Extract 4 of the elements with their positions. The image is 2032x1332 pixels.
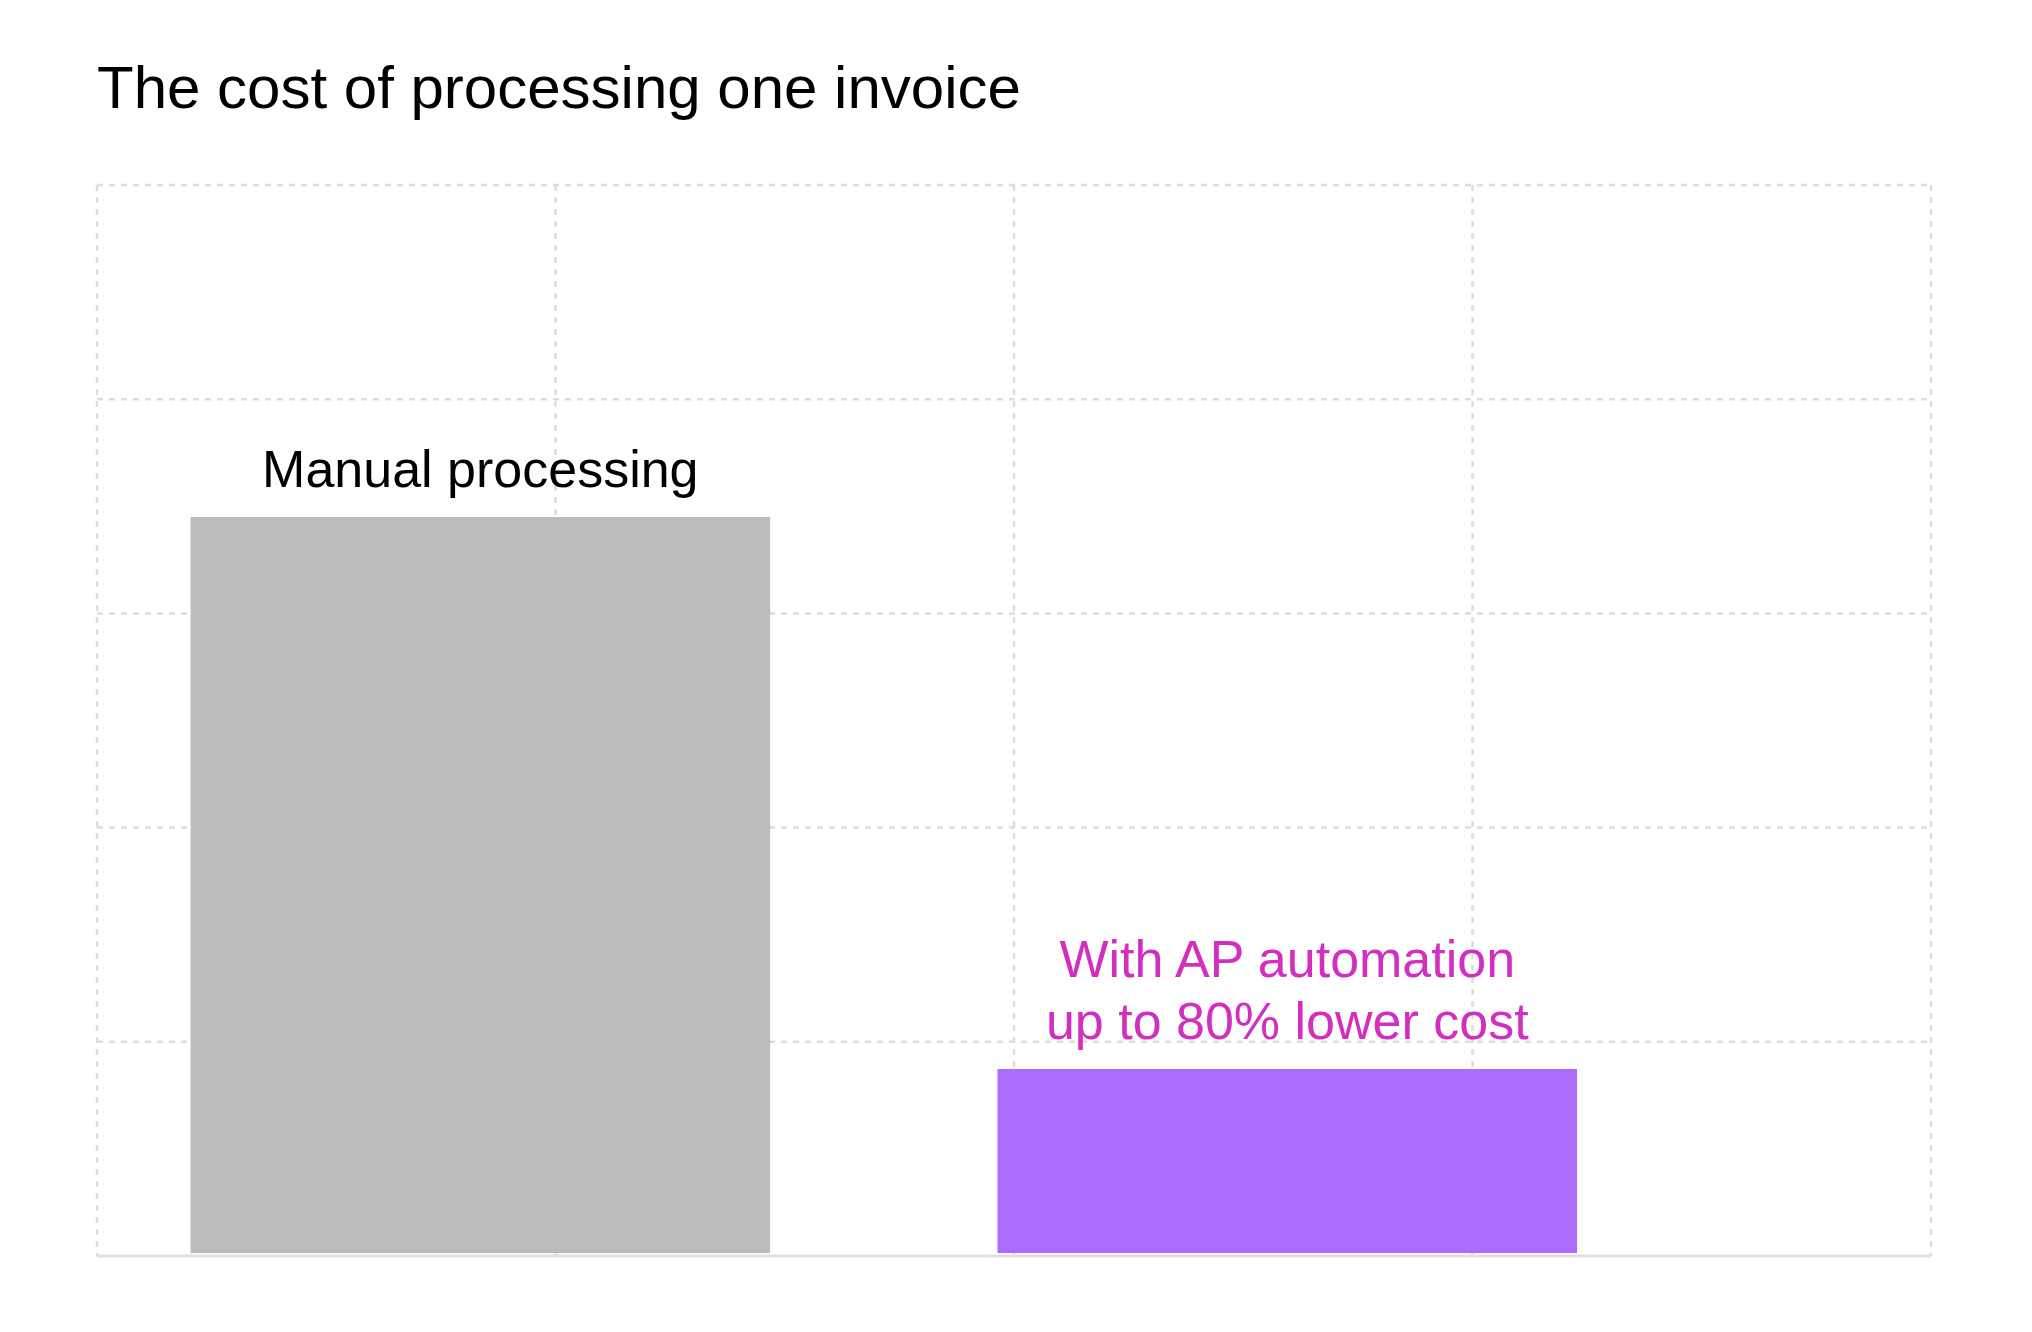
chart-title: The cost of processing one invoice <box>97 54 1021 121</box>
x-tick-label: Manual processing <box>262 440 699 499</box>
annotation: up to 80% lower cost <box>1045 992 1530 1050</box>
x-tick-label: With AP automation <box>1059 930 1516 988</box>
